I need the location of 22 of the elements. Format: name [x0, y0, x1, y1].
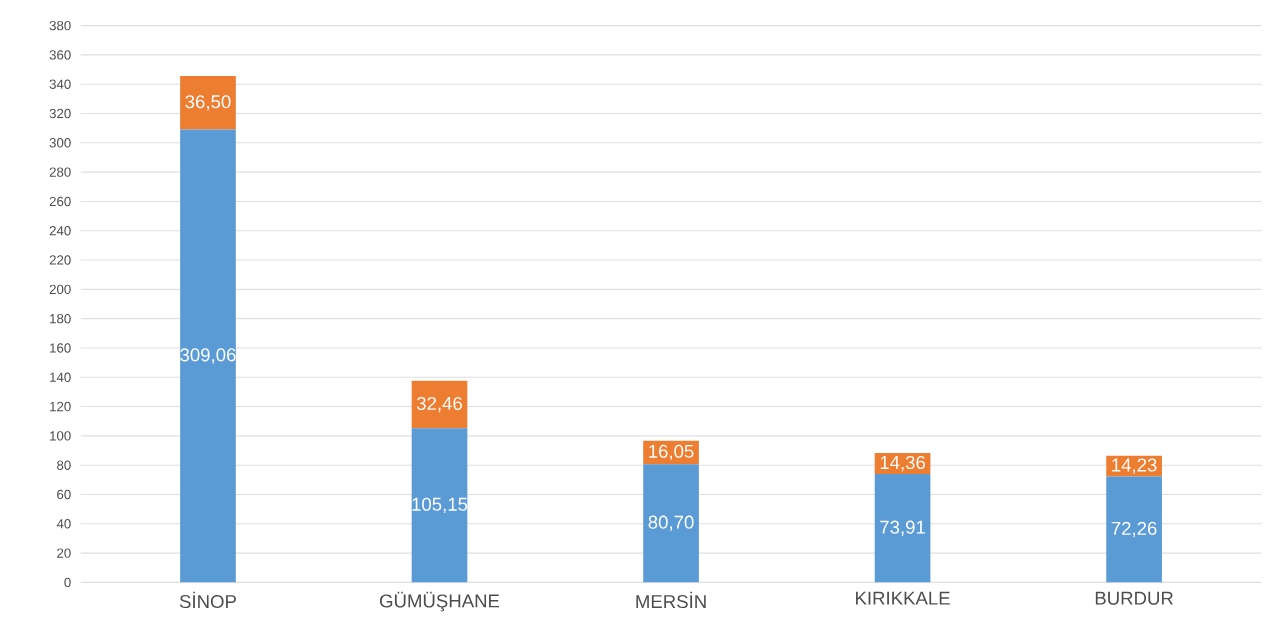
- data-label: 32,46: [416, 396, 462, 413]
- bar: [411, 428, 468, 583]
- bar: [874, 474, 931, 583]
- x-tick-label: SİNOP: [179, 591, 236, 609]
- bar: [180, 129, 236, 583]
- x-tick-label: KIRIKKALE: [856, 591, 950, 605]
- data-label: 80,70: [648, 515, 694, 531]
- data-label: 73,91: [880, 520, 925, 536]
- x-tick-label: GÜMÜŞHANE: [379, 591, 500, 612]
- bar: [411, 380, 468, 429]
- data-label: 36,50: [185, 95, 231, 111]
- data-label: 16,05: [649, 444, 694, 461]
- data-label: 105,15: [412, 497, 468, 514]
- data-label: 14,36: [880, 455, 925, 472]
- x-tick-label: MERSİN: [636, 591, 706, 609]
- data-label: 309,06: [180, 348, 236, 364]
- bar: [180, 76, 236, 130]
- bar: [643, 464, 699, 583]
- data-label: 72,26: [1111, 521, 1157, 538]
- x-tick-label: BURDUR: [1095, 591, 1173, 605]
- data-label: 14,23: [1112, 458, 1157, 474]
- bar: [1106, 476, 1162, 583]
